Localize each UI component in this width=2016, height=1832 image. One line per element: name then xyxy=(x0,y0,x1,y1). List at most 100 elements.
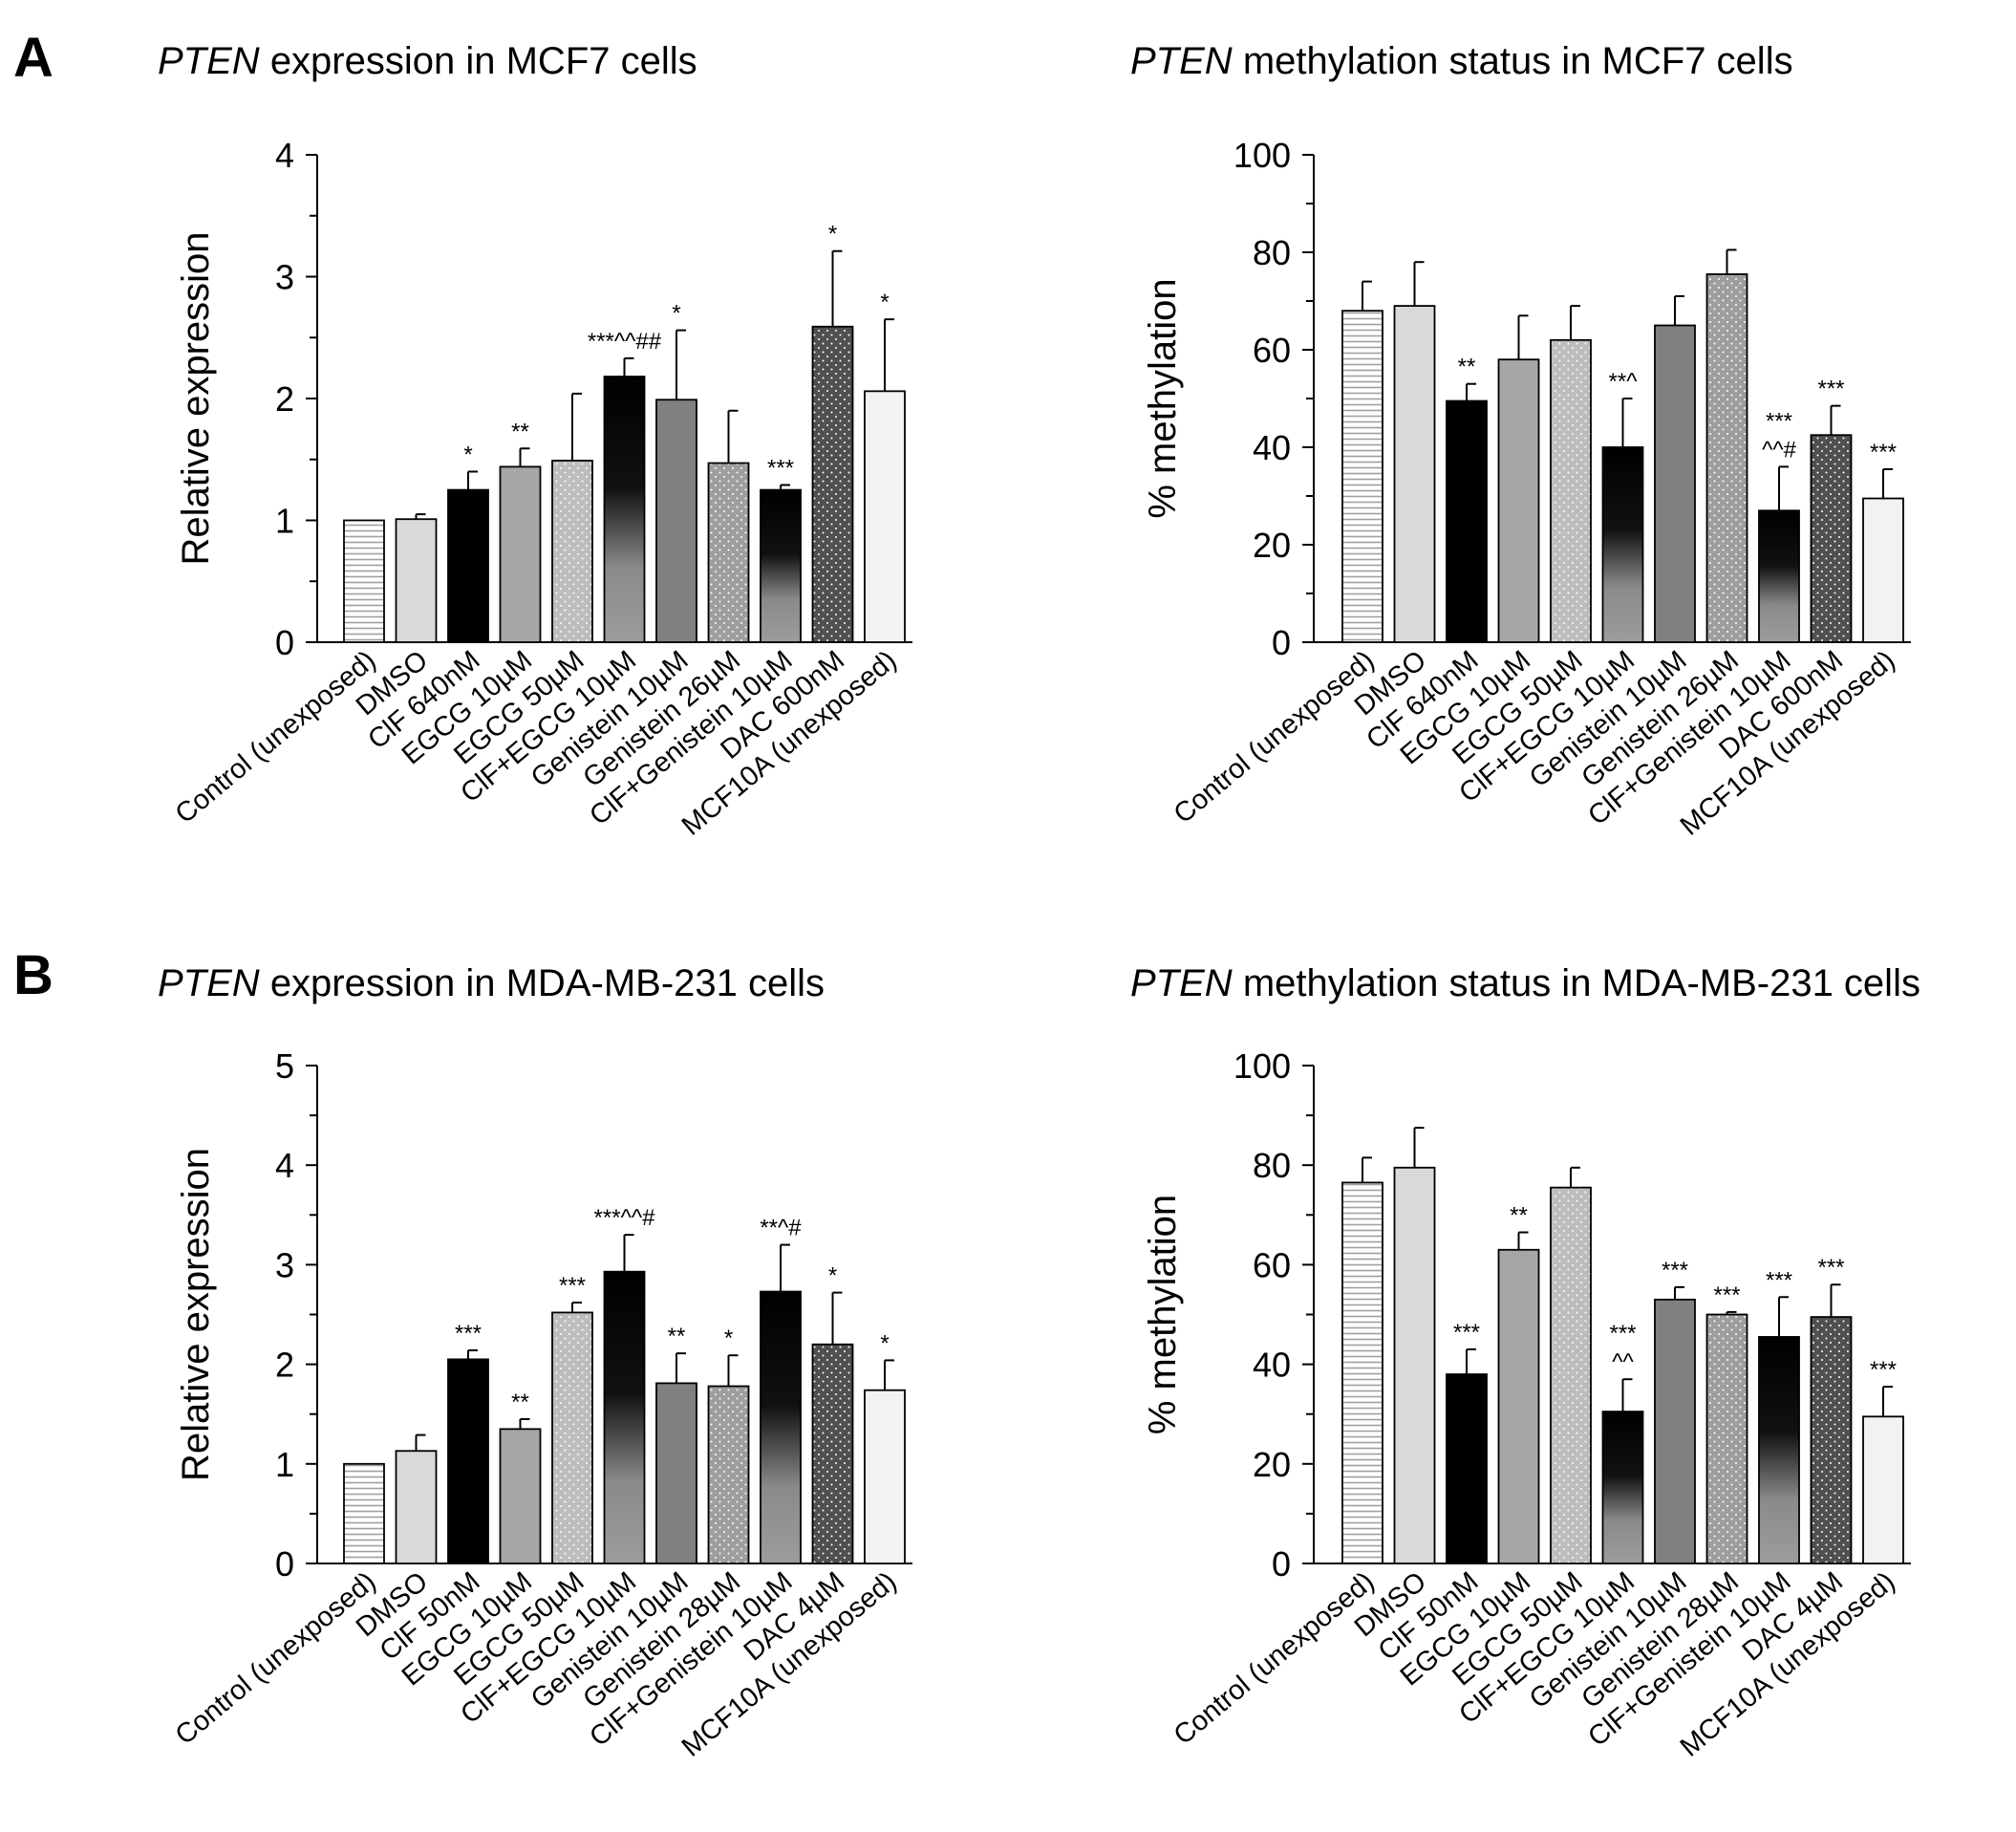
y-tick-label: 80 xyxy=(1253,233,1291,272)
significance-label-clf-egcg-10-m: *** xyxy=(1609,1321,1636,1347)
bar-mcf10a-unexposed xyxy=(1862,1415,1904,1564)
significance-label-egcg-10-m: ** xyxy=(511,1390,529,1415)
bar-genistein-28-m xyxy=(707,1385,750,1564)
y-tick-label: 5 xyxy=(275,1046,294,1086)
significance-label-mcf10a-unexposed: *** xyxy=(1870,1357,1897,1383)
y-axis-label: Relative expression xyxy=(175,231,217,565)
x-tick-label-control-unexposed: Control (unexposed) xyxy=(170,1566,382,1751)
bar-genistein-10-m xyxy=(1654,1298,1696,1564)
y-tick-label: 2 xyxy=(275,1346,294,1385)
chart-title-mda-methylation: PTEN methylation status in MDA-MB-231 ce… xyxy=(1130,964,1920,1002)
mcf7-methylation-chart: % methylation 0 20 40 60 80 100 Control (unexpo… xyxy=(1142,136,1911,842)
y-tick-label: 4 xyxy=(275,1146,294,1185)
bar-dac-600nm xyxy=(811,325,854,643)
bar-genistein-28-m xyxy=(1705,1313,1748,1564)
chart-title-text: expression in MCF7 cells xyxy=(269,40,697,82)
significance-label-mcf10a-unexposed: *** xyxy=(1870,440,1897,465)
significance-label-clf-genistein-10-m: *** xyxy=(1766,408,1792,434)
significance-label-genistein-10-m: ** xyxy=(668,1324,686,1349)
bar-control-unexposed xyxy=(1341,310,1383,643)
significance-label-clf-egcg-10-m: ***^^## xyxy=(588,329,662,355)
bar-egcg-10-m xyxy=(1497,358,1540,643)
y-tick-label: 0 xyxy=(275,1544,294,1584)
mcf7-expression-chart: Relative expression 0 1 2 3 4 Control (unexpos… xyxy=(170,136,912,842)
significance-label-clf-genistein-10-m: *** xyxy=(1766,1267,1792,1293)
y-tick-label: 4 xyxy=(275,136,294,175)
y-tick-label: 2 xyxy=(275,379,294,419)
bar-mcf10a-unexposed xyxy=(864,390,906,643)
bar-control-unexposed xyxy=(343,519,385,643)
x-tick-label-control-unexposed: Control (unexposed) xyxy=(170,645,382,830)
y-tick-label: 1 xyxy=(275,502,294,541)
significance-label-mcf10a-unexposed: * xyxy=(880,1330,889,1356)
bar-dmso xyxy=(395,1450,438,1564)
bar-egcg-50-m xyxy=(551,460,593,643)
bar-clf-50nm xyxy=(1446,1373,1488,1564)
bar-dmso xyxy=(1393,305,1436,643)
bar-egcg-10-m xyxy=(1497,1248,1540,1564)
y-axis-label: Relative expression xyxy=(175,1148,217,1481)
mda-expression-chart: Relative expression 0 1 2 3 4 5 Control (unexpo… xyxy=(170,1046,912,1763)
y-tick-label: 60 xyxy=(1253,1245,1291,1284)
bar-egcg-50-m xyxy=(1550,1186,1592,1564)
y-tick-label: 60 xyxy=(1253,331,1291,370)
chart-title-gene: PTEN xyxy=(158,962,260,1004)
bar-clf-640nm xyxy=(1446,399,1488,643)
y-tick-label: 3 xyxy=(275,1245,294,1284)
significance-label-clf-egcg-10-m: ^^ xyxy=(1612,1349,1634,1375)
bar-genistein-10-m xyxy=(1654,324,1696,643)
significance-label-egcg-10-m: ** xyxy=(511,419,529,444)
bar-genistein-10-m xyxy=(655,399,697,643)
bar-clf-egcg-10-m xyxy=(603,1270,646,1564)
bar-genistein-26-m xyxy=(1705,273,1748,643)
chart-title-gene: PTEN xyxy=(1130,962,1233,1004)
bar-dmso xyxy=(395,518,438,643)
significance-label-mcf10a-unexposed: * xyxy=(880,290,889,315)
bar-clf-genistein-10-m xyxy=(760,1290,802,1564)
significance-label-genistein-10-m: *** xyxy=(1662,1258,1688,1283)
significance-label-egcg-50-m: *** xyxy=(559,1273,586,1299)
panel-letter-b: B xyxy=(13,944,54,1006)
bar-clf-genistein-10-m xyxy=(1758,1336,1800,1564)
bar-egcg-50-m xyxy=(1550,338,1592,643)
y-tick-label: 40 xyxy=(1253,428,1291,467)
significance-label-clf-50nm: *** xyxy=(1453,1320,1480,1346)
y-tick-label: 3 xyxy=(275,258,294,297)
bar-clf-egcg-10-m xyxy=(1601,1411,1644,1564)
mda-methylation-chart: % methylation 0 20 40 60 80 100 Control (unexpo… xyxy=(1142,1046,1911,1763)
chart-title-mda-expression: PTEN expression in MDA-MB-231 cells xyxy=(158,964,825,1002)
y-tick-label: 0 xyxy=(1272,623,1291,662)
chart-title-text: methylation status in MCF7 cells xyxy=(1242,40,1793,82)
bar-dac-600nm xyxy=(1810,434,1853,643)
y-tick-label: 40 xyxy=(1253,1346,1291,1385)
significance-label-dac-4-m: *** xyxy=(1817,1255,1844,1281)
bar-genistein-10-m xyxy=(655,1382,697,1564)
bar-clf-egcg-10-m xyxy=(1601,446,1644,643)
y-tick-label: 100 xyxy=(1233,136,1291,175)
bar-egcg-50-m xyxy=(551,1311,593,1564)
significance-label-clf-genistein-10-m: ^^# xyxy=(1762,437,1797,463)
chart-title-gene: PTEN xyxy=(158,40,260,82)
y-tick-label: 0 xyxy=(1272,1544,1291,1584)
significance-label-clf-genistein-10-m: **^# xyxy=(760,1216,802,1241)
bar-clf-genistein-10-m xyxy=(760,488,802,643)
bar-clf-genistein-10-m xyxy=(1758,509,1800,643)
significance-label-dac-600nm: *** xyxy=(1817,377,1844,402)
bar-mcf10a-unexposed xyxy=(864,1389,906,1564)
bar-control-unexposed xyxy=(343,1462,385,1564)
significance-label-genistein-28-m: *** xyxy=(1713,1282,1740,1308)
significance-label-genistein-10-m: * xyxy=(672,301,680,327)
bar-control-unexposed xyxy=(1341,1181,1383,1564)
chart-title-gene: PTEN xyxy=(1130,40,1233,82)
bar-dac-4-m xyxy=(811,1343,854,1564)
y-tick-label: 20 xyxy=(1253,1445,1291,1484)
significance-label-dac-4-m: * xyxy=(828,1263,837,1289)
bar-dmso xyxy=(1393,1166,1436,1564)
bar-egcg-10-m xyxy=(499,1428,542,1564)
bar-genistein-26-m xyxy=(707,462,750,643)
y-axis-label: % methylation xyxy=(1142,278,1184,518)
y-tick-label: 100 xyxy=(1233,1046,1291,1086)
bar-mcf10a-unexposed xyxy=(1862,497,1904,643)
bar-egcg-10-m xyxy=(499,465,542,643)
y-tick-label: 0 xyxy=(275,623,294,662)
